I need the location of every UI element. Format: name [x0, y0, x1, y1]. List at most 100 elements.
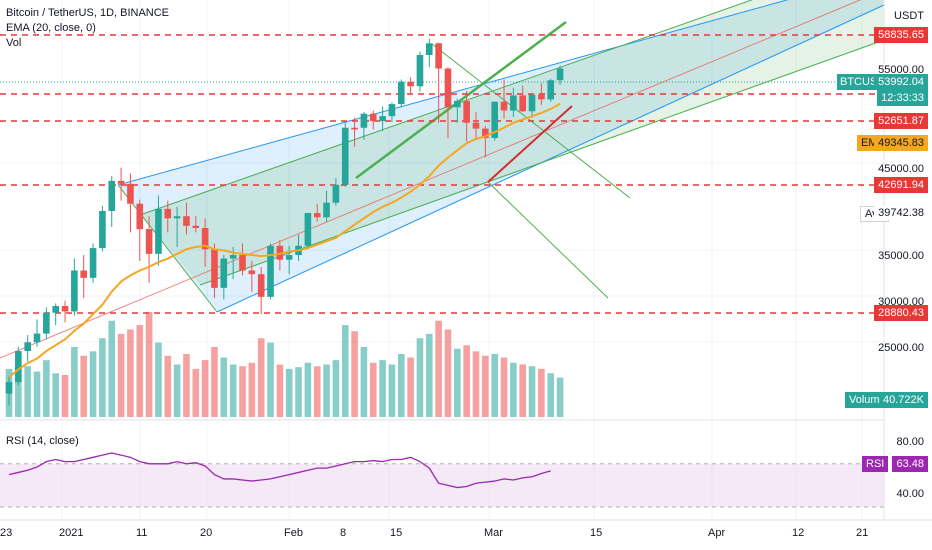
candle-body: [183, 216, 190, 226]
candle-body: [108, 180, 116, 211]
candle-body: [528, 94, 536, 112]
volume-bar: [192, 368, 200, 417]
legend-volume: Vol: [6, 37, 22, 49]
time-tick: Feb: [284, 527, 303, 539]
volume-bar: [24, 366, 31, 417]
candle-body: [211, 249, 218, 288]
candle-body: [201, 227, 209, 250]
volume-bar: [108, 320, 116, 417]
candle-body: [426, 43, 433, 55]
trend-line-red: [487, 105, 573, 183]
volume-bar: [556, 377, 564, 417]
volume-bar: [211, 347, 218, 417]
trend-line-bold: [355, 20, 567, 180]
volume-bar: [472, 351, 480, 417]
volume-bar: [323, 364, 330, 417]
volume-value-label: 40.722K: [879, 392, 928, 408]
time-tick: 2021: [59, 527, 84, 539]
volume-bar: [463, 345, 470, 417]
volume-bar: [444, 329, 452, 417]
volume-bar: [407, 357, 414, 417]
rsi-tag: RSI: [862, 456, 889, 472]
candle-body: [397, 81, 405, 105]
candle-body: [463, 100, 470, 123]
legend-ema: EMA (20, close, 0): [6, 22, 96, 34]
volume-bar: [89, 351, 97, 417]
last-price-label: 53992.04: [874, 74, 928, 90]
volume-bar: [538, 368, 545, 417]
volume-bar: [547, 373, 555, 417]
candle-body: [323, 202, 330, 218]
candle-body: [510, 95, 517, 111]
candle-body: [43, 312, 50, 334]
candle-body: [127, 183, 134, 204]
candle-body: [500, 101, 508, 111]
rsi-band: [0, 463, 884, 507]
rsi-tick: 40.00: [896, 488, 924, 500]
legend-rsi: RSI (14, close): [6, 435, 79, 447]
volume-bar: [43, 360, 50, 417]
candle-body: [416, 54, 424, 87]
time-tick: Mar: [484, 527, 503, 539]
candle-body: [229, 255, 237, 259]
price-tick: 25000.00: [878, 342, 924, 354]
volume-bar: [388, 364, 396, 417]
candle-body: [407, 81, 414, 87]
candle-body: [89, 248, 97, 278]
volume-bar: [341, 325, 349, 417]
candle-body: [15, 351, 22, 383]
volume-bar: [397, 354, 405, 417]
currency-label: USDT: [894, 10, 924, 22]
time-tick: 20: [200, 527, 213, 539]
candle-body: [313, 213, 321, 218]
volume-bar: [267, 342, 274, 417]
price-tick: 35000.00: [878, 250, 924, 262]
ema-line: [8, 102, 561, 379]
candle-body: [491, 101, 498, 139]
volume-bar: [528, 366, 536, 417]
volume-bar: [183, 354, 190, 417]
candle-body: [435, 43, 442, 69]
volume-tag: Volume: [845, 392, 890, 408]
candle-body: [173, 216, 181, 219]
candle-body: [164, 208, 172, 219]
volume-bar: [519, 364, 526, 417]
volume-bar: [136, 325, 144, 417]
candle-body: [454, 100, 461, 108]
volume-bar: [127, 329, 134, 417]
level-label: 52651.87: [874, 113, 928, 129]
candle-body: [341, 127, 349, 185]
candle-body: [547, 80, 555, 100]
candle-body: [267, 245, 274, 297]
channel-top-line: [117, 0, 789, 186]
candle-body: [248, 270, 256, 275]
candle-body: [24, 342, 31, 352]
price-tick: 45000.00: [878, 163, 924, 175]
candle-body: [52, 306, 59, 313]
candle-body: [388, 104, 396, 117]
candle-body: [71, 270, 78, 312]
volume-bar: [351, 331, 358, 417]
candle-body: [360, 113, 368, 128]
volume-bar: [426, 333, 433, 417]
volume-bar: [52, 373, 59, 417]
candle-body: [444, 68, 452, 108]
candle-body: [285, 255, 293, 260]
level-label: 58835.65: [874, 27, 928, 43]
volume-bar: [71, 347, 78, 417]
candle-body: [304, 213, 312, 246]
candle-body: [61, 306, 69, 312]
candle-body: [117, 180, 125, 184]
time-tick: 21: [856, 527, 869, 539]
countdown-label: 12:33:33: [877, 90, 928, 106]
pitchfork-leg: [117, 184, 218, 313]
volume-bar: [248, 362, 256, 417]
volume-bar: [491, 354, 498, 417]
rsi-tick: 80.00: [896, 436, 924, 448]
time-tick: 23: [0, 527, 13, 539]
candle-body: [192, 225, 200, 228]
volume-bar: [360, 347, 368, 417]
volume-bar: [313, 366, 321, 417]
volume-bar: [15, 364, 22, 417]
